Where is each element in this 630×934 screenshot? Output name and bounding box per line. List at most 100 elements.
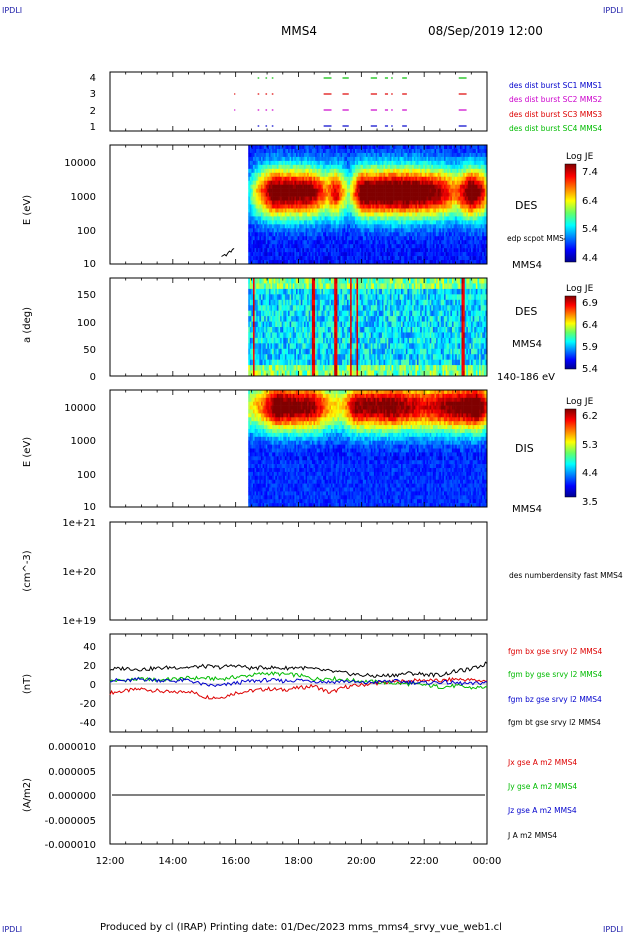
- spectrogram-cell: [315, 152, 317, 158]
- spectrogram-cell: [475, 192, 478, 197]
- spectrogram-cell: [288, 236, 290, 241]
- spectrogram-cell: [342, 208, 345, 213]
- spectrogram-cell: [378, 232, 381, 237]
- spectrogram-cell: [307, 232, 310, 237]
- spectrogram-cell: [300, 192, 303, 197]
- spectrogram-cell: [424, 176, 427, 181]
- spectrogram-cell: [354, 172, 357, 178]
- spectrogram-cell: [251, 156, 254, 162]
- spectrogram-cell: [369, 200, 372, 205]
- spectrogram-cell: [482, 184, 485, 189]
- spectrogram-cell: [424, 232, 427, 237]
- spectrogram-cell: [251, 316, 254, 322]
- spectrogram-cell: [257, 160, 260, 166]
- spectrogram-cell: [256, 354, 259, 360]
- spectrogram-cell: [440, 184, 443, 189]
- spectrogram-cell: [375, 228, 378, 233]
- spectrogram-cell: [249, 160, 252, 166]
- spectrogram-cell: [337, 184, 340, 189]
- spectrogram-cell: [351, 260, 354, 265]
- spectrogram-cell: [346, 224, 349, 229]
- spectrogram-cell: [268, 321, 271, 328]
- spectrogram-cell: [429, 252, 432, 257]
- spectrogram-cell: [393, 240, 395, 245]
- spectrogram-cell: [334, 216, 337, 221]
- spectrogram-cell: [248, 343, 251, 350]
- spectrogram-cell: [440, 152, 443, 158]
- spectrogram-cell: [286, 248, 289, 253]
- spectrogram-cell: [273, 348, 276, 355]
- spectrogram-cell: [440, 212, 443, 217]
- spectrogram-cell: [253, 176, 255, 181]
- spectrogram-cell: [383, 176, 386, 181]
- spectrogram-cell: [418, 220, 421, 225]
- spectrogram-cell: [474, 248, 477, 253]
- spectrogram-cell: [335, 192, 338, 197]
- spectrogram-cell: [272, 228, 274, 233]
- spectrogram-cell: [444, 232, 446, 237]
- spectrogram-cell: [412, 208, 415, 213]
- spectrogram-cell: [249, 244, 252, 249]
- spectrogram-cell: [326, 145, 329, 150]
- spectrogram-cell: [420, 252, 423, 257]
- spectrogram-cell: [447, 156, 450, 162]
- spectrogram-cell: [351, 236, 354, 241]
- spectrogram-cell: [259, 236, 262, 241]
- spectrogram-cell: [329, 244, 332, 249]
- spectrogram-cell: [295, 184, 298, 189]
- spectrogram-cell: [370, 224, 373, 229]
- spectrogram-cell: [479, 172, 481, 178]
- spectrogram-cell: [385, 212, 388, 217]
- spectrogram-cell: [294, 200, 297, 205]
- spectrogram-cell: [483, 192, 486, 197]
- spectrogram-cell: [251, 370, 254, 377]
- spectrogram-cell: [311, 224, 314, 229]
- spectrogram-cell: [448, 164, 451, 170]
- spectrogram-cell: [319, 184, 322, 189]
- spectrogram-cell: [292, 224, 295, 229]
- spectrogram-cell: [259, 294, 262, 301]
- spectrogram-cell: [275, 327, 278, 333]
- spectrogram-cell: [477, 248, 480, 253]
- spectrogram-cell: [278, 327, 281, 333]
- spectrogram-cell: [369, 212, 372, 217]
- spectrogram-cell: [480, 176, 483, 181]
- spectrogram-cell: [439, 232, 442, 237]
- spectrogram-cell: [260, 228, 263, 233]
- spectrogram-cell: [475, 196, 478, 201]
- spectrogram-cell: [273, 216, 276, 221]
- spectrogram-cell: [338, 148, 341, 154]
- spectrogram-cell: [351, 148, 354, 154]
- spectrogram-cell: [267, 256, 270, 261]
- spectrogram-cell: [323, 184, 325, 189]
- spectrogram-cell: [377, 220, 380, 225]
- spectrogram-cell: [358, 200, 360, 205]
- spectrogram-cell: [394, 180, 397, 185]
- spectrogram-cell: [334, 192, 337, 197]
- spectrogram-cell: [260, 332, 263, 339]
- spectrogram-cell: [253, 321, 255, 328]
- spectrogram-cell: [305, 228, 308, 233]
- spectrogram-cell: [345, 184, 348, 189]
- spectrogram-cell: [474, 160, 477, 166]
- spectrogram-cell: [256, 192, 259, 197]
- spectrogram-cell: [356, 224, 359, 229]
- spectrogram-cell: [469, 240, 472, 245]
- spectrogram-cell: [273, 208, 276, 213]
- spectrogram-cell: [276, 200, 279, 205]
- spectrogram-cell: [291, 156, 294, 162]
- spectrogram-cell: [260, 236, 263, 241]
- spectrogram-cell: [270, 256, 273, 261]
- spectrogram-cell: [359, 188, 362, 193]
- spectrogram-cell: [262, 180, 265, 185]
- spectrogram-cell: [284, 180, 287, 185]
- spectrogram-cell: [401, 240, 403, 245]
- spectrogram-cell: [479, 164, 481, 170]
- spectrogram-cell: [281, 278, 284, 284]
- spectrogram-cell: [354, 256, 357, 261]
- spectrogram-cell: [399, 224, 402, 229]
- spectrogram-cell: [256, 212, 259, 217]
- spectrogram-cell: [338, 236, 341, 241]
- spectrogram-cell: [436, 148, 438, 154]
- spectrogram-cell: [439, 148, 442, 154]
